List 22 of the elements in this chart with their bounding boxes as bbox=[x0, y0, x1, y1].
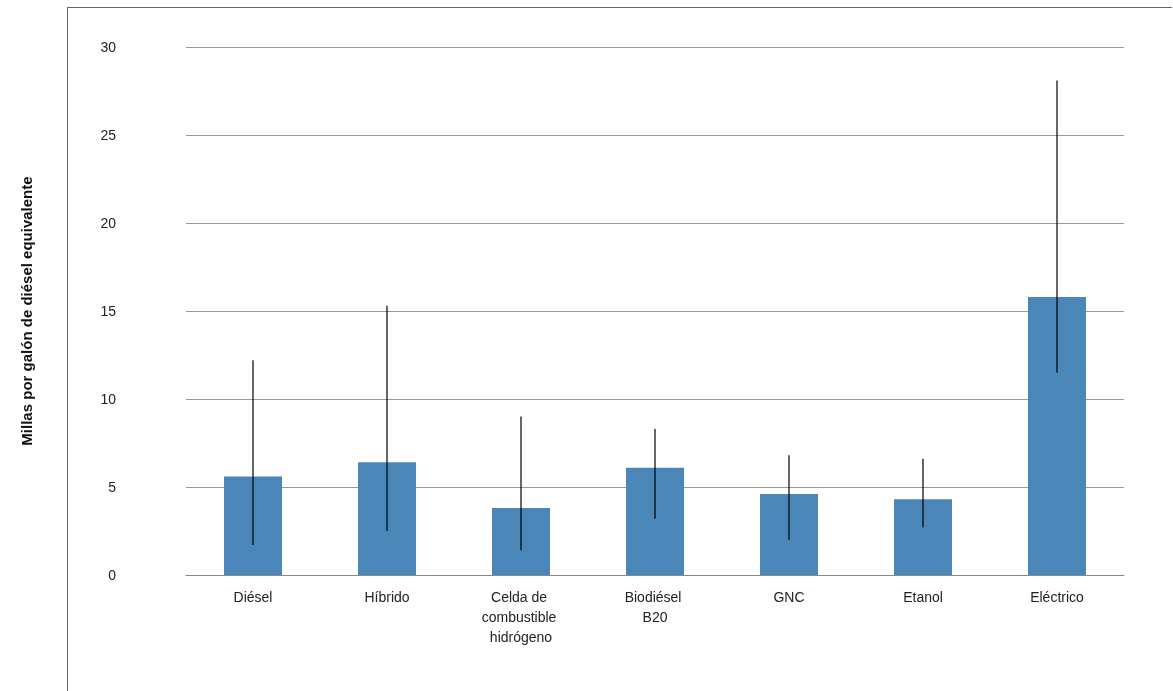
y-tick-label: 25 bbox=[100, 127, 117, 143]
y-tick-label: 15 bbox=[100, 303, 117, 319]
x-tick-label: Biodiésel B20 bbox=[624, 589, 686, 625]
y-tick-label: 5 bbox=[108, 479, 117, 495]
x-tick-label: Híbrido bbox=[364, 589, 410, 605]
bar bbox=[626, 467, 684, 575]
y-tick-label: 30 bbox=[100, 39, 117, 55]
y-axis-title: Millas por galón de diésel equivalente bbox=[18, 176, 35, 446]
y-tick-label: 0 bbox=[108, 567, 117, 583]
y-tick-label: 10 bbox=[100, 391, 117, 407]
x-tick-label: Etanol bbox=[903, 589, 943, 605]
bar bbox=[760, 494, 818, 575]
bar bbox=[1028, 296, 1086, 575]
bar bbox=[492, 508, 550, 575]
bar bbox=[224, 476, 282, 575]
x-tick-label: Celda de combustible hidrógeno bbox=[481, 589, 561, 645]
x-tick-label: GNC bbox=[773, 589, 805, 605]
bar bbox=[358, 462, 416, 575]
y-tick-label: 20 bbox=[100, 215, 117, 231]
x-tick-label: Eléctrico bbox=[1030, 589, 1085, 605]
x-tick-label: Diésel bbox=[233, 589, 273, 605]
bar bbox=[894, 499, 952, 575]
